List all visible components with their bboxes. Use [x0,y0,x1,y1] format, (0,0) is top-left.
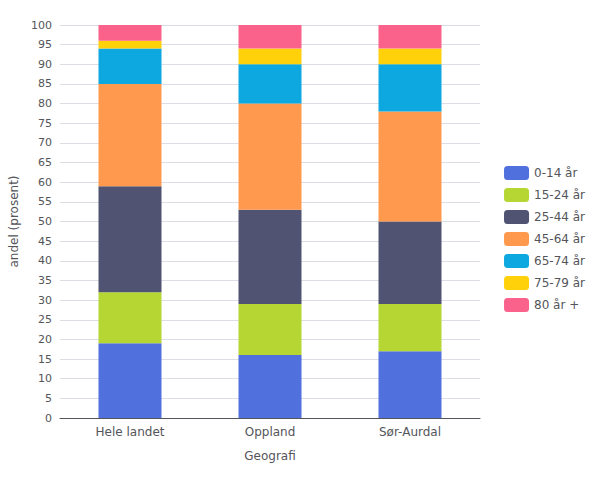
svg-text:45: 45 [38,235,52,248]
svg-text:0-14 år: 0-14 år [534,166,577,180]
svg-text:65-74 år: 65-74 år [534,254,585,268]
svg-text:15: 15 [38,353,52,366]
svg-text:25-44 år: 25-44 år [534,210,585,224]
svg-text:55: 55 [38,195,52,208]
svg-text:35: 35 [38,274,52,287]
svg-text:80: 80 [38,97,52,110]
svg-text:0: 0 [45,412,52,425]
svg-text:100: 100 [31,19,52,32]
svg-text:80 år +: 80 år + [534,298,579,312]
svg-text:15-24 år: 15-24 år [534,188,585,202]
svg-text:40: 40 [38,254,52,267]
svg-text:75-79 år: 75-79 år [534,276,585,290]
svg-text:Geografi: Geografi [244,449,296,463]
svg-text:75: 75 [38,117,52,130]
svg-text:30: 30 [38,294,52,307]
svg-text:20: 20 [38,333,52,346]
svg-text:10: 10 [38,372,52,385]
svg-text:90: 90 [38,58,52,71]
svg-text:65: 65 [38,156,52,169]
svg-text:85: 85 [38,77,52,90]
svg-text:50: 50 [38,215,52,228]
svg-text:Oppland: Oppland [245,425,296,439]
svg-text:70: 70 [38,136,52,149]
svg-text:25: 25 [38,313,52,326]
svg-text:andel (prosent): andel (prosent) [7,175,21,267]
svg-text:60: 60 [38,176,52,189]
svg-text:Sør-Aurdal: Sør-Aurdal [379,425,441,439]
svg-text:Hele landet: Hele landet [96,425,165,439]
svg-text:45-64 år: 45-64 år [534,232,585,246]
svg-text:5: 5 [45,392,52,405]
svg-text:95: 95 [38,38,52,51]
